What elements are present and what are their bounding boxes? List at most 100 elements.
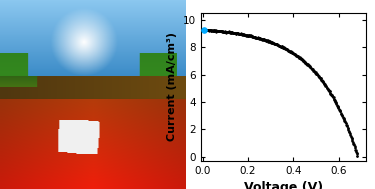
Point (220, 31, 226, 34)
Point (345, 126, 351, 129)
Point (310, 69, 316, 72)
Point (243, 34, 249, 37)
Point (326, 89, 332, 92)
Point (294, 55, 300, 58)
Point (311, 70, 317, 73)
Point (333, 100, 339, 103)
Point (300, 59, 306, 62)
Point (301, 59, 307, 62)
Point (347, 132, 353, 135)
Point (349, 137, 355, 140)
Point (228, 31, 234, 34)
Point (261, 38, 267, 41)
Point (233, 32, 239, 35)
Point (287, 50, 293, 53)
Point (201, 28, 207, 31)
Point (252, 36, 258, 39)
Point (260, 38, 266, 41)
Point (216, 29, 222, 33)
Point (347, 133, 353, 136)
Point (255, 36, 261, 39)
Point (333, 102, 339, 105)
Point (201, 28, 207, 31)
Point (321, 81, 327, 84)
Point (342, 119, 348, 122)
Point (314, 73, 320, 76)
Point (276, 44, 282, 47)
Point (322, 84, 328, 88)
Point (325, 87, 331, 90)
Point (255, 37, 261, 40)
Point (211, 29, 217, 32)
Point (238, 32, 244, 35)
Point (249, 35, 255, 38)
Point (269, 41, 275, 44)
Point (224, 31, 230, 34)
Point (258, 37, 264, 40)
Point (217, 29, 223, 33)
Point (224, 30, 230, 33)
Point (211, 29, 217, 32)
Point (261, 39, 267, 42)
Point (269, 41, 275, 44)
Point (240, 33, 246, 36)
Point (340, 116, 346, 119)
Point (264, 39, 270, 42)
Point (315, 74, 321, 77)
Point (213, 29, 219, 32)
Point (206, 28, 212, 31)
Point (354, 153, 360, 156)
Point (343, 121, 349, 124)
Point (247, 35, 253, 38)
Point (288, 50, 294, 53)
Point (247, 34, 253, 37)
Point (323, 85, 329, 88)
Point (346, 130, 352, 133)
Point (249, 35, 255, 38)
Point (273, 43, 279, 46)
Point (217, 30, 223, 33)
Point (248, 35, 254, 38)
Point (325, 88, 331, 91)
Point (284, 48, 290, 51)
Point (319, 78, 325, 81)
Point (260, 38, 266, 41)
Point (340, 116, 346, 119)
Point (303, 62, 309, 65)
Point (220, 30, 226, 33)
Point (231, 31, 237, 34)
Point (256, 37, 262, 40)
Point (254, 36, 260, 40)
Point (294, 54, 300, 57)
Point (215, 30, 221, 33)
Point (349, 138, 355, 141)
Point (344, 124, 350, 127)
Point (314, 73, 320, 76)
Point (278, 46, 284, 49)
Point (203, 28, 209, 31)
Point (256, 36, 262, 39)
Point (230, 32, 236, 35)
Point (344, 125, 350, 128)
Point (238, 32, 244, 35)
Point (254, 37, 260, 40)
Y-axis label: Current (mA/cm³): Current (mA/cm³) (167, 33, 177, 141)
Point (290, 52, 296, 55)
Point (354, 155, 360, 158)
Point (298, 58, 304, 61)
Point (254, 36, 260, 39)
Point (327, 91, 333, 94)
Point (288, 50, 294, 53)
Point (341, 119, 347, 122)
Point (221, 31, 227, 34)
Point (218, 30, 224, 33)
Point (272, 42, 278, 45)
Point (310, 69, 316, 72)
Point (318, 77, 324, 80)
Point (212, 29, 218, 32)
Point (244, 34, 250, 37)
Point (213, 29, 219, 32)
Point (298, 57, 304, 60)
Point (285, 48, 291, 51)
Point (208, 29, 214, 32)
